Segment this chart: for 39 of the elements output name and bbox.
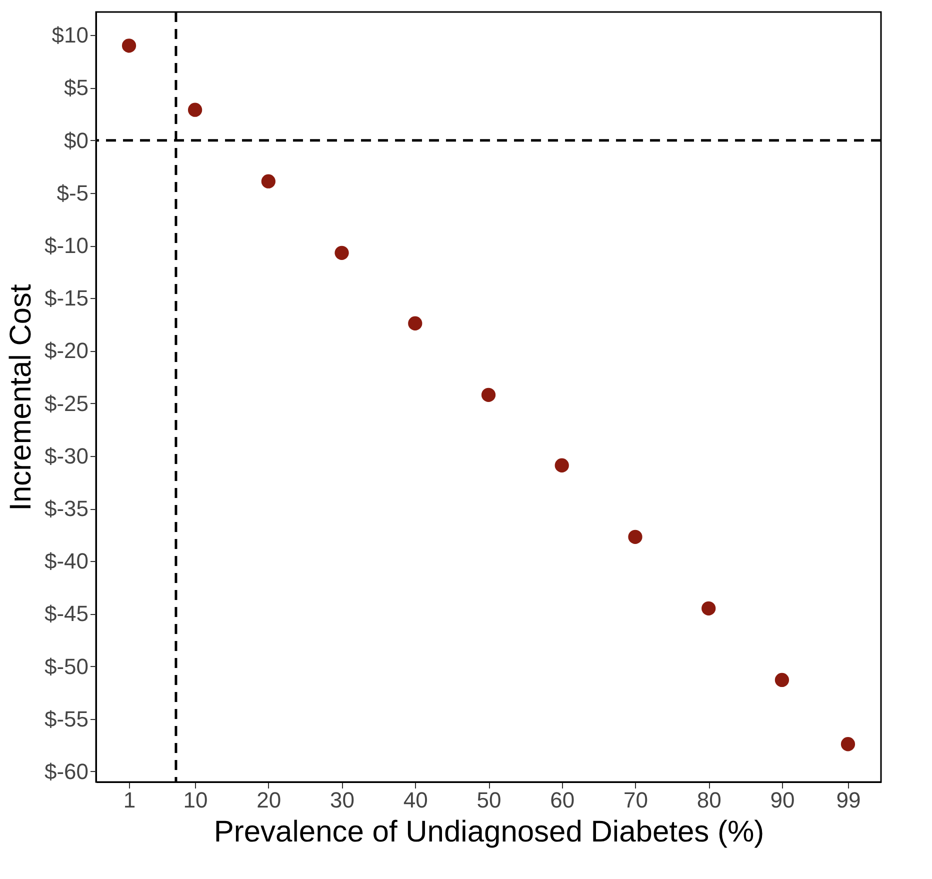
x-tick-label: 40 (403, 788, 428, 812)
y-axis-title: Incremental Cost (4, 283, 38, 511)
point (188, 102, 202, 117)
y-tick-label: $-35 (44, 496, 88, 522)
x-tick-label: 1 (123, 788, 136, 812)
x-tick-label: 60 (550, 788, 575, 812)
point (628, 530, 642, 544)
point (774, 672, 790, 688)
x-tick-label: 10 (183, 788, 208, 812)
point (840, 737, 856, 752)
y-tick-label: $-25 (44, 390, 88, 416)
point (122, 38, 136, 53)
x-tick-label: 90 (770, 788, 795, 812)
y-tick-label: $-20 (44, 338, 88, 364)
y-tick-label: $0 (64, 128, 88, 153)
y-tick-label: $10 (52, 22, 88, 48)
y-tick-label: $-60 (44, 758, 88, 784)
point (702, 601, 716, 616)
point (408, 316, 422, 330)
y-tick-label: $-40 (44, 548, 88, 574)
x-tick-label: 20 (256, 788, 282, 812)
x-tick-label: 30 (330, 788, 355, 812)
y-tick-label: $-15 (44, 286, 88, 311)
x-axis-title: Prevalence of Undiagnosed Diabetes (%) (214, 816, 764, 848)
point (334, 246, 349, 260)
y-tick-label: $5 (64, 75, 88, 100)
point (261, 174, 276, 188)
y-tick-label: $-50 (44, 654, 88, 679)
x-tick-label: 99 (836, 788, 861, 812)
y-tick-label: $-30 (44, 443, 88, 468)
x-tick-label: 50 (476, 788, 502, 812)
y-tick-label: $-10 (44, 233, 88, 258)
y-tick-label: $-45 (44, 601, 88, 626)
point (554, 458, 569, 472)
point (481, 388, 496, 402)
y-tick-label: $-55 (44, 706, 88, 732)
y-tick-label: $-5 (56, 180, 88, 206)
x-tick-label: 70 (623, 788, 648, 812)
x-tick-label: 80 (696, 788, 722, 812)
